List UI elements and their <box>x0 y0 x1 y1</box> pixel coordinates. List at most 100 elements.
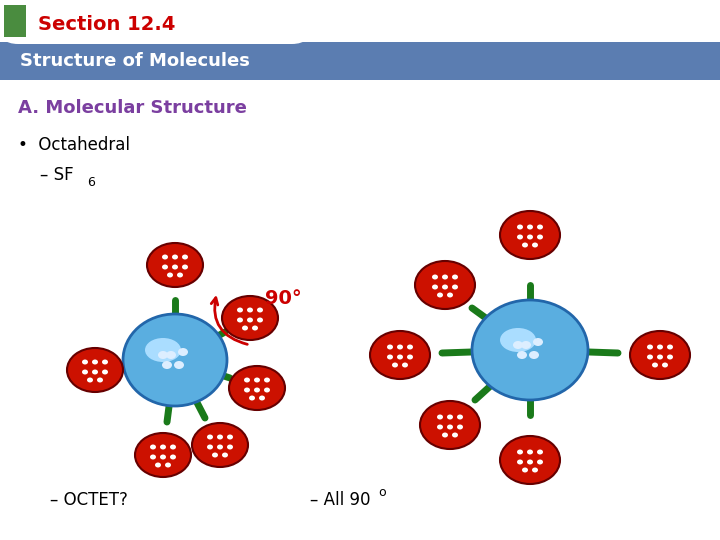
Ellipse shape <box>217 435 223 440</box>
Ellipse shape <box>227 435 233 440</box>
Ellipse shape <box>97 377 103 382</box>
Ellipse shape <box>92 360 98 365</box>
Ellipse shape <box>182 265 188 269</box>
Ellipse shape <box>259 395 265 401</box>
Ellipse shape <box>172 265 178 269</box>
Ellipse shape <box>145 338 181 362</box>
Ellipse shape <box>537 225 543 230</box>
Ellipse shape <box>397 354 403 360</box>
Ellipse shape <box>162 254 168 260</box>
Ellipse shape <box>247 307 253 313</box>
Bar <box>0 42 720 80</box>
Ellipse shape <box>457 415 463 420</box>
Ellipse shape <box>237 307 243 313</box>
Ellipse shape <box>170 444 176 449</box>
FancyBboxPatch shape <box>0 0 312 44</box>
Ellipse shape <box>517 225 523 230</box>
Ellipse shape <box>165 462 171 468</box>
Ellipse shape <box>254 388 260 393</box>
Ellipse shape <box>158 351 168 359</box>
Ellipse shape <box>532 468 538 472</box>
Text: •  Octahedral: • Octahedral <box>18 136 130 154</box>
Ellipse shape <box>517 449 523 455</box>
Ellipse shape <box>174 361 184 369</box>
Ellipse shape <box>657 354 663 360</box>
Ellipse shape <box>150 455 156 460</box>
Ellipse shape <box>392 362 398 368</box>
Ellipse shape <box>452 274 458 280</box>
Ellipse shape <box>527 460 533 464</box>
Ellipse shape <box>147 243 203 287</box>
Ellipse shape <box>222 453 228 457</box>
Ellipse shape <box>527 225 533 230</box>
Ellipse shape <box>87 377 93 382</box>
Ellipse shape <box>517 351 527 359</box>
Ellipse shape <box>533 338 543 346</box>
Ellipse shape <box>420 401 480 449</box>
Ellipse shape <box>182 254 188 260</box>
Bar <box>4 5 26 37</box>
Ellipse shape <box>222 296 278 340</box>
Ellipse shape <box>160 455 166 460</box>
Ellipse shape <box>254 377 260 382</box>
Ellipse shape <box>521 341 531 349</box>
Ellipse shape <box>244 377 250 382</box>
Ellipse shape <box>167 273 173 278</box>
Ellipse shape <box>82 360 88 365</box>
Ellipse shape <box>102 360 108 365</box>
Ellipse shape <box>166 351 176 359</box>
Ellipse shape <box>150 444 156 449</box>
Ellipse shape <box>102 369 108 375</box>
Ellipse shape <box>170 455 176 460</box>
Ellipse shape <box>442 433 448 437</box>
Ellipse shape <box>442 274 448 280</box>
Ellipse shape <box>513 341 523 349</box>
Ellipse shape <box>432 285 438 289</box>
Ellipse shape <box>647 345 653 349</box>
Text: – All 90: – All 90 <box>310 491 371 509</box>
Ellipse shape <box>227 444 233 449</box>
Text: Structure of Molecules: Structure of Molecules <box>20 52 250 70</box>
Ellipse shape <box>657 345 663 349</box>
Ellipse shape <box>447 415 453 420</box>
Ellipse shape <box>667 354 673 360</box>
Ellipse shape <box>387 345 393 349</box>
Ellipse shape <box>667 345 673 349</box>
Ellipse shape <box>415 261 475 309</box>
Ellipse shape <box>652 362 658 368</box>
Ellipse shape <box>244 388 250 393</box>
Ellipse shape <box>257 307 263 313</box>
Ellipse shape <box>529 351 539 359</box>
Ellipse shape <box>537 449 543 455</box>
Ellipse shape <box>370 331 430 379</box>
Ellipse shape <box>249 395 255 401</box>
Ellipse shape <box>162 361 172 369</box>
Ellipse shape <box>264 388 270 393</box>
Ellipse shape <box>257 318 263 322</box>
Ellipse shape <box>407 345 413 349</box>
Ellipse shape <box>442 285 448 289</box>
Ellipse shape <box>647 354 653 360</box>
Ellipse shape <box>162 265 168 269</box>
Ellipse shape <box>527 234 533 240</box>
Ellipse shape <box>155 462 161 468</box>
Ellipse shape <box>207 435 213 440</box>
Ellipse shape <box>522 468 528 472</box>
Ellipse shape <box>92 369 98 375</box>
Ellipse shape <box>437 415 443 420</box>
Ellipse shape <box>177 273 183 278</box>
Ellipse shape <box>662 362 668 368</box>
Ellipse shape <box>192 423 248 467</box>
Ellipse shape <box>172 254 178 260</box>
Ellipse shape <box>437 424 443 429</box>
Text: Section 12.4: Section 12.4 <box>38 15 176 33</box>
Text: 90°: 90° <box>265 288 302 307</box>
Text: A. Molecular Structure: A. Molecular Structure <box>18 99 247 117</box>
Ellipse shape <box>264 377 270 382</box>
Ellipse shape <box>500 211 560 259</box>
Ellipse shape <box>537 234 543 240</box>
FancyArrowPatch shape <box>211 298 247 345</box>
Ellipse shape <box>160 444 166 449</box>
Ellipse shape <box>212 453 218 457</box>
Ellipse shape <box>517 234 523 240</box>
